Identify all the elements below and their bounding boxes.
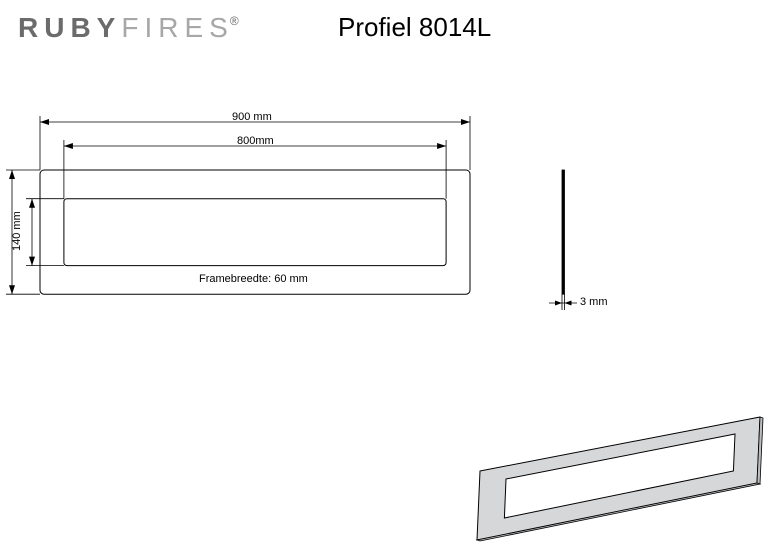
frame-width-label: Framebreedte: 60 mm: [199, 273, 308, 285]
dim-thickness-label: 3 mm: [580, 296, 608, 308]
iso-view: [477, 417, 763, 541]
dim-inner-width-label: 800mm: [237, 135, 274, 147]
dim-inner-height-label: 140 mm: [11, 211, 23, 251]
dim-outer-width-label: 900 mm: [232, 111, 272, 123]
technical-drawing: [0, 0, 773, 557]
dim-outer-height-label: 260 mm: [0, 211, 3, 251]
side-profile-rect: [562, 170, 565, 294]
side-view: [549, 170, 577, 310]
front-inner-rect: [64, 199, 446, 266]
